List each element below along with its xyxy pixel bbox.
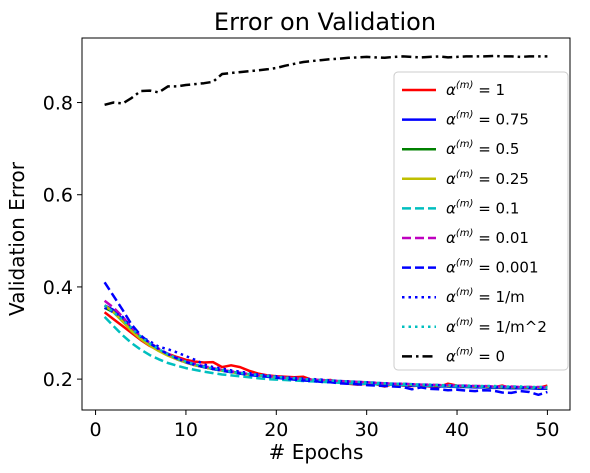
y-tick-label: 0.6 bbox=[43, 185, 73, 207]
legend-label-9: α(m) = 0 bbox=[446, 346, 505, 365]
axes: 0 10 20 30 40 50 0.2 0.4 0.6 0.8 bbox=[43, 37, 571, 441]
legend-label-7: α(m) = 1/m bbox=[446, 287, 525, 306]
plot-frame bbox=[81, 37, 571, 411]
legend-label-5: α(m) = 0.01 bbox=[446, 228, 529, 247]
x-axis-label: # Epochs bbox=[269, 440, 364, 464]
x-tick-label: 10 bbox=[174, 419, 198, 441]
legend: α(m) = 1 α(m) = 0.75 α(m) = 0.5 α(m) = 0.25… bbox=[393, 71, 569, 371]
x-tick-label: 30 bbox=[355, 419, 379, 441]
x-tick-label: 20 bbox=[264, 419, 288, 441]
x-tick-label: 40 bbox=[445, 419, 469, 441]
y-tick-label: 0.2 bbox=[43, 369, 73, 391]
series-line-8 bbox=[103, 304, 548, 389]
y-tick-label: 0.8 bbox=[43, 93, 73, 115]
x-tick-label: 50 bbox=[535, 419, 559, 441]
legend-label-8: α(m) = 1/m^2 bbox=[446, 317, 547, 336]
legend-label-6: α(m) = 0.001 bbox=[446, 258, 538, 277]
legend-label-2: α(m) = 0.5 bbox=[446, 139, 519, 158]
legend-label-4: α(m) = 0.1 bbox=[446, 198, 519, 217]
y-axis-label: Validation Error bbox=[5, 161, 29, 316]
chart-title: Error on Validation bbox=[214, 8, 436, 36]
y-tick-label: 0.4 bbox=[43, 277, 73, 299]
legend-label-3: α(m) = 0.25 bbox=[446, 169, 529, 188]
legend-label-1: α(m) = 0.75 bbox=[446, 110, 529, 129]
legend-box bbox=[393, 71, 569, 371]
x-tick-label: 0 bbox=[90, 419, 102, 441]
legend-label-0: α(m) = 1 bbox=[446, 80, 505, 99]
series-line-4 bbox=[103, 316, 548, 390]
plot-lines bbox=[103, 54, 548, 397]
series-line-9 bbox=[104, 54, 548, 107]
